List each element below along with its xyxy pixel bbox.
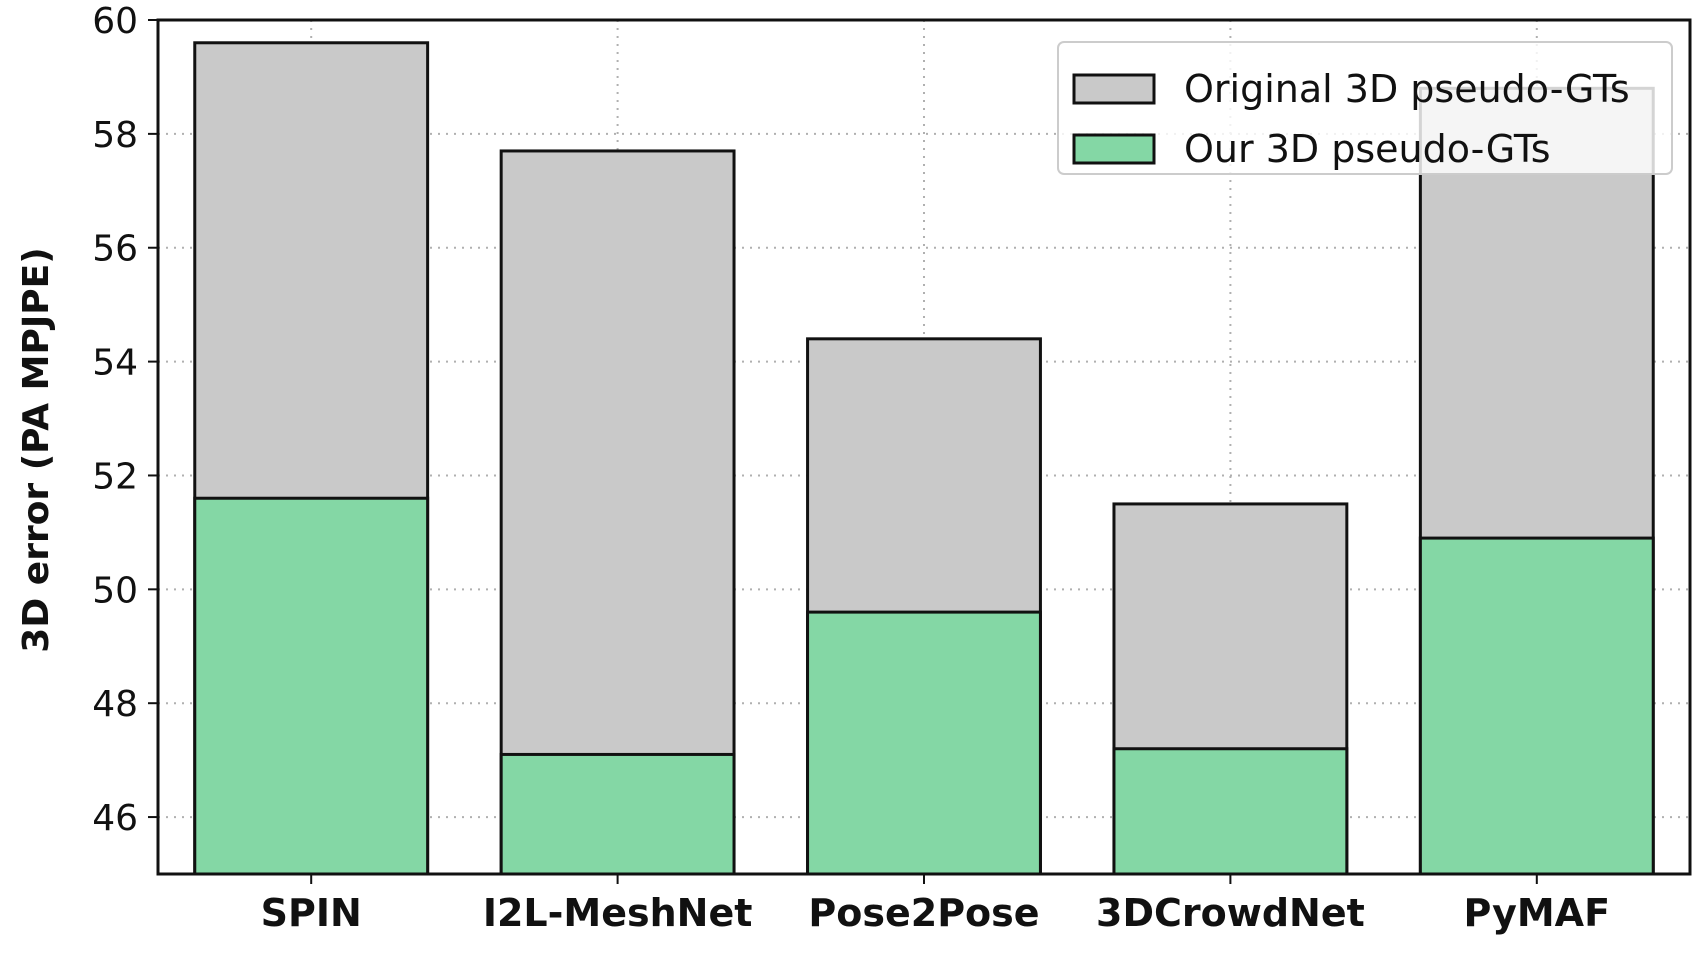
- plot-frame: [156, 18, 1692, 876]
- y-tick-label: 54: [92, 343, 138, 384]
- y-tick-label: 56: [92, 229, 138, 270]
- legend-box: [1057, 41, 1673, 175]
- y-axis-label: 3D error (PA MPJPE): [16, 247, 57, 652]
- bar-ours: [1112, 747, 1349, 876]
- bar-ours: [499, 752, 736, 876]
- legend-swatch: [1072, 73, 1156, 105]
- bar-ours: [806, 610, 1042, 876]
- y-tick-label: 46: [92, 798, 138, 839]
- y-tick-label: 50: [92, 570, 138, 611]
- x-tick-label: Pose2Pose: [808, 891, 1039, 935]
- x-tick-label: 3DCrowdNet: [1096, 891, 1365, 935]
- legend: Original 3D pseudo-GTs Our 3D pseudo-GTs: [1057, 41, 1673, 175]
- y-tick-label: 52: [92, 456, 138, 497]
- legend-label: Original 3D pseudo-GTs: [1184, 67, 1630, 111]
- y-tick-label: 58: [92, 115, 138, 156]
- bar-ours: [1418, 536, 1655, 876]
- axes: 46 48 50 52 54 56 58 60 SPIN I2L-MeshNet Pose2Pose…: [92, 1, 1692, 935]
- bar-ours: [193, 496, 430, 876]
- y-tick-label: 48: [92, 684, 138, 725]
- legend-label: Our 3D pseudo-GTs: [1184, 127, 1551, 171]
- x-tick-label: I2L-MeshNet: [483, 891, 753, 935]
- legend-swatch: [1072, 133, 1156, 165]
- x-tick-label: SPIN: [261, 891, 362, 935]
- y-tick-label: 60: [92, 1, 138, 42]
- x-tick-label: PyMAF: [1464, 891, 1611, 935]
- bars: [193, 41, 1655, 876]
